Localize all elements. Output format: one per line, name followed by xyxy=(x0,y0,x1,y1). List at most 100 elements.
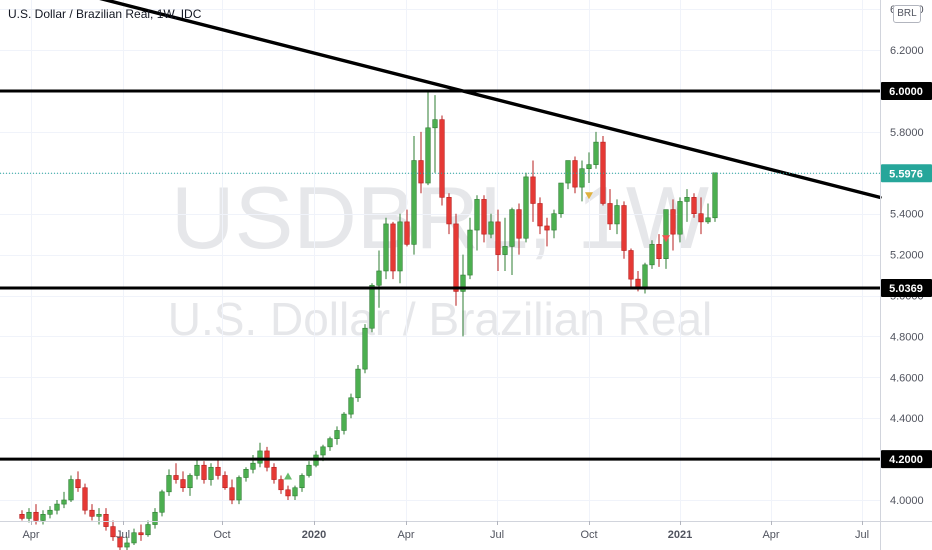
candle xyxy=(467,217,473,280)
candle-body xyxy=(432,119,438,129)
candle xyxy=(523,172,529,243)
time-tick-label: 2020 xyxy=(302,529,326,541)
candle xyxy=(166,469,172,496)
candle xyxy=(26,508,32,523)
time-tick-label: Apr xyxy=(397,529,414,541)
candle xyxy=(488,213,494,239)
price-tick-label: 4.4000 xyxy=(890,413,924,425)
candle-body xyxy=(523,176,529,239)
candle xyxy=(236,475,242,505)
candle-body xyxy=(362,327,368,370)
candle xyxy=(362,324,368,374)
candle-body xyxy=(376,270,382,286)
drawn-lines[interactable] xyxy=(0,0,882,461)
candle-body xyxy=(236,477,242,501)
trendline[interactable] xyxy=(62,0,882,200)
candle-body xyxy=(565,160,571,184)
candle-body xyxy=(96,514,102,517)
candle-body xyxy=(257,450,263,464)
candle xyxy=(96,508,102,525)
candle-body xyxy=(68,479,74,501)
candle-body xyxy=(628,250,634,280)
candle xyxy=(187,473,193,496)
candle-body xyxy=(621,205,627,251)
candle xyxy=(19,510,25,521)
candle-body xyxy=(684,197,690,202)
price-tick-label: 4.6000 xyxy=(890,372,924,384)
candle xyxy=(292,485,298,500)
candle-body xyxy=(635,278,641,288)
candle xyxy=(257,442,263,468)
last-price-label-text: 5.5976 xyxy=(889,168,923,180)
candle-body xyxy=(138,532,144,536)
candle xyxy=(124,536,130,550)
candle xyxy=(82,483,88,515)
price-labels: 6.0000 5.0369 4.2000 5.5976 xyxy=(881,82,932,469)
candle xyxy=(180,471,186,492)
price-axis[interactable]: 4.00004.20004.40004.60004.80005.00005.20… xyxy=(890,4,924,507)
signal-markers xyxy=(284,192,670,480)
price-tick-label: 5.4000 xyxy=(890,209,924,221)
candle-body xyxy=(299,475,305,489)
candle-body xyxy=(481,199,487,235)
candle xyxy=(509,207,515,276)
candle xyxy=(138,524,144,541)
candle-body xyxy=(271,466,277,480)
candle-body xyxy=(110,526,116,538)
candle-body xyxy=(124,542,130,548)
candle-body xyxy=(19,514,25,519)
candle xyxy=(446,193,452,235)
candle xyxy=(453,213,459,306)
candle-body xyxy=(439,119,445,198)
candle xyxy=(369,283,375,333)
candle xyxy=(502,217,508,271)
candle xyxy=(222,471,228,490)
candle-body xyxy=(425,127,431,184)
candle-body xyxy=(131,532,137,544)
candle-body xyxy=(33,511,39,521)
last-price-label-box xyxy=(881,164,932,183)
candle-body xyxy=(691,197,697,214)
candle-body xyxy=(663,209,669,259)
level-price-label: 6.0000 xyxy=(881,82,932,100)
candle xyxy=(705,203,711,224)
candle-body xyxy=(355,368,361,399)
candle-body xyxy=(607,203,613,225)
time-tick-label: Oct xyxy=(580,529,597,541)
candle-body xyxy=(446,197,452,225)
candle xyxy=(229,479,235,505)
candle-body xyxy=(201,464,207,480)
candle-body xyxy=(180,479,186,489)
candle xyxy=(586,152,592,184)
candle xyxy=(670,199,676,251)
candle xyxy=(341,412,347,435)
candle-body xyxy=(117,536,123,548)
candle-body xyxy=(40,514,46,521)
candle-body xyxy=(82,487,88,511)
candle-body xyxy=(278,479,284,491)
level-price-label-text: 4.2000 xyxy=(889,454,923,466)
currency-button[interactable]: BRL xyxy=(893,5,921,23)
marker-up-icon xyxy=(284,472,292,480)
candle-body xyxy=(537,203,543,227)
candle xyxy=(194,459,200,480)
candle xyxy=(334,426,340,445)
candle-body xyxy=(390,223,396,272)
level-price-label-box xyxy=(881,450,932,469)
candle xyxy=(551,209,557,239)
time-axis[interactable]: Apr Jul Oct 2020 Apr Jul Oct 2021 Apr Jul xyxy=(22,521,869,541)
candle-body xyxy=(159,491,165,513)
candle xyxy=(173,463,179,484)
candle-body xyxy=(173,475,179,480)
candle xyxy=(75,471,81,492)
candle-body xyxy=(698,213,704,223)
candle xyxy=(439,115,445,206)
candle xyxy=(544,217,550,247)
candle-body xyxy=(558,182,564,214)
candle-body xyxy=(509,209,515,247)
candle xyxy=(656,234,662,267)
candle-body xyxy=(551,213,557,231)
last-price-label: 5.5976 xyxy=(881,164,932,183)
candle-body xyxy=(194,464,200,476)
